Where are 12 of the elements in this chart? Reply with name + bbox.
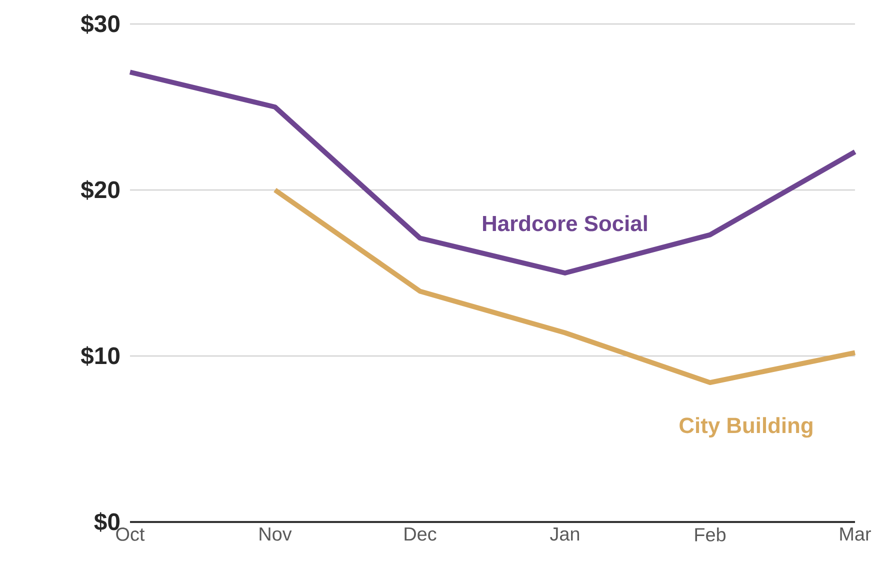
y-tick-label: $30 <box>80 14 120 34</box>
y-tick-label: $10 <box>80 346 120 366</box>
x-tick-label: Mar <box>840 528 871 541</box>
y-tick-label: $20 <box>80 180 120 200</box>
x-tick-label: Jan <box>550 528 580 541</box>
series-label: City Building <box>680 417 812 438</box>
x-tick-label: Nov <box>260 528 292 541</box>
series-label: Hardcore Social <box>483 215 647 232</box>
line-series <box>272 188 858 386</box>
x-tick-label: Feb <box>695 528 726 542</box>
line-series <box>128 70 858 276</box>
x-tick-label: Dec <box>404 528 436 541</box>
